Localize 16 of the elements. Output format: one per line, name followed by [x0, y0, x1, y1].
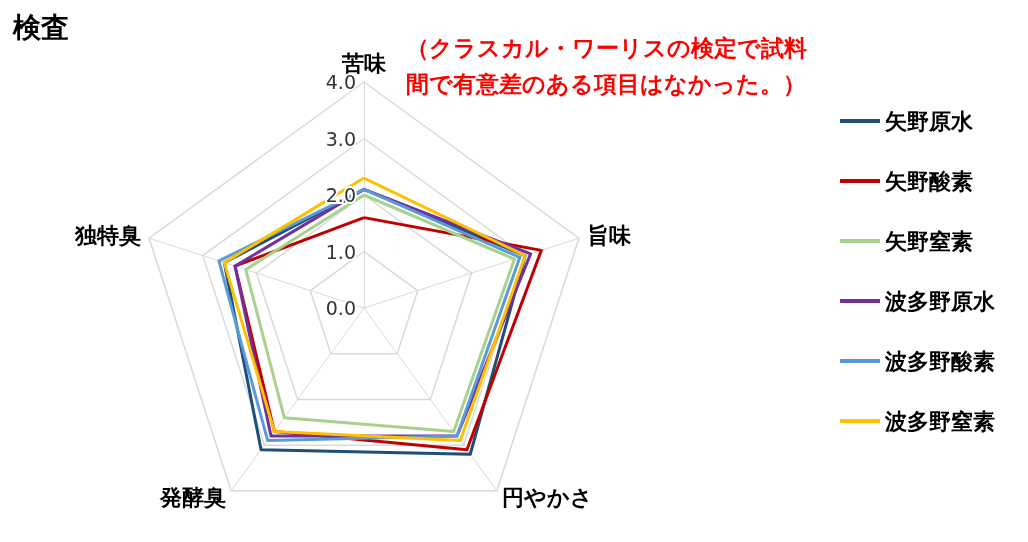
legend-label: 矢野窒素	[884, 228, 973, 254]
spoke-label: 円やかさ	[501, 484, 593, 510]
y-tick-label: 0.0	[325, 297, 356, 319]
legend-label: 波多野酸素	[884, 348, 995, 374]
legend-label: 波多野窒素	[884, 408, 995, 434]
spoke-label: 独特臭	[74, 223, 142, 249]
text: （クラスカル・ワーリスの検定で試料間で有意差のある項目はなかった。）	[406, 35, 807, 97]
legend-label: 矢野原水	[884, 108, 974, 134]
spoke-label: 発酵臭	[159, 484, 227, 510]
spoke-label: 苦味	[341, 50, 387, 76]
legend-label: 波多野原水	[884, 288, 996, 314]
legend-label: 矢野酸素	[884, 168, 973, 194]
spoke-label: 旨味	[586, 223, 632, 249]
y-tick-label: 3.0	[325, 127, 356, 150]
chart-title: 検査	[12, 10, 69, 44]
y-tick-label: 1.0	[325, 240, 356, 263]
